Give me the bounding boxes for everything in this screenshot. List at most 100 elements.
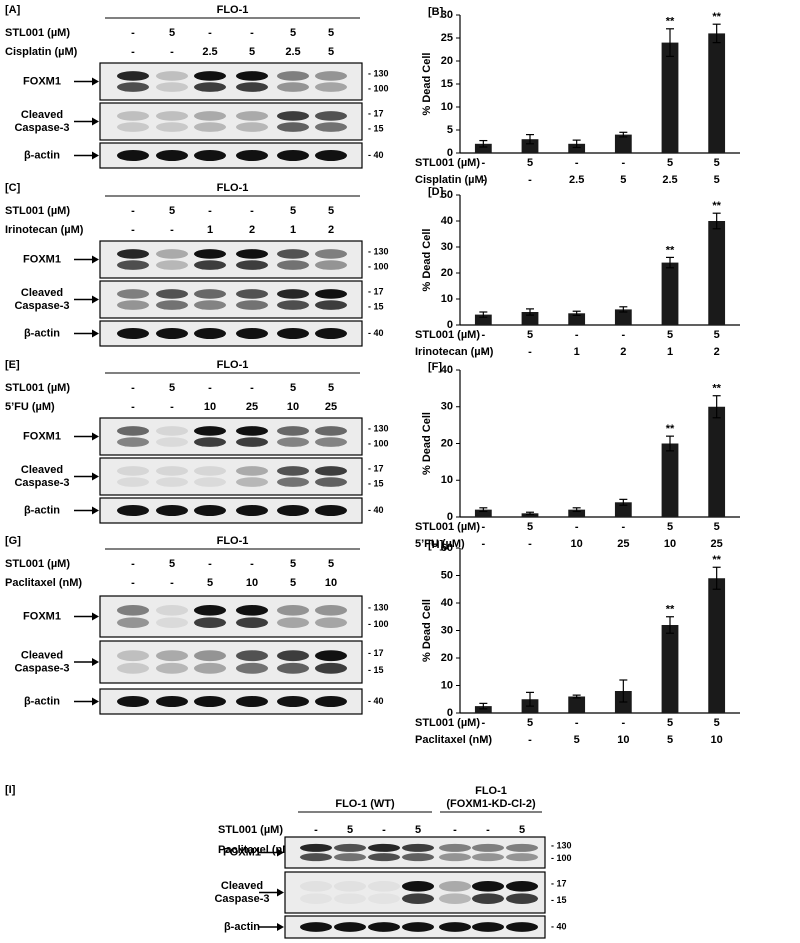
condition-name: Paclitaxel (nM) [415, 734, 492, 746]
blot-band [236, 82, 268, 92]
row-label: Cleaved [21, 109, 63, 121]
row-label: FOXM1 [223, 846, 261, 858]
blot-band [236, 650, 268, 662]
blot-band [194, 426, 226, 436]
condition-value: - [208, 205, 212, 217]
marker-label: - 15 [368, 123, 384, 133]
row-arrowhead [92, 151, 99, 160]
group-title: FLO-1 [217, 182, 249, 194]
bar [614, 502, 632, 517]
marker-label: - 15 [551, 895, 567, 905]
condition-value: 5 [169, 205, 175, 217]
blot-band [334, 922, 366, 932]
blot-band [439, 853, 471, 862]
bar [708, 33, 726, 153]
condition-value: 5 [667, 717, 673, 729]
condition-name: STL001 (µM) [5, 27, 70, 39]
significance-label: ** [712, 11, 721, 23]
row-label: β-actin [24, 504, 60, 516]
blot-band [472, 922, 504, 932]
condition-value: 2.5 [662, 174, 677, 186]
blot-band [506, 893, 538, 904]
condition-value: - [575, 157, 579, 169]
blot-band [156, 662, 188, 674]
y-tick-label: 20 [441, 437, 453, 449]
marker-label: - 130 [368, 603, 389, 613]
condition-value: 5 [290, 382, 296, 394]
blot-band [156, 605, 188, 616]
blot-band [315, 505, 347, 516]
significance-label: ** [712, 383, 721, 395]
group-title: FLO-1 [217, 4, 249, 16]
y-tick-label: 20 [441, 267, 453, 279]
condition-value: 25 [617, 538, 629, 550]
bar [661, 262, 679, 325]
panel-label: [C] [5, 182, 21, 194]
condition-value: - [250, 382, 254, 394]
blot-box [99, 595, 363, 638]
blot-band [194, 249, 226, 259]
marker-label: - 100 [368, 261, 389, 271]
condition-value: - [208, 558, 212, 570]
group-title: FLO-1 (WT) [335, 798, 395, 810]
blot-band [117, 696, 149, 707]
blot-band [117, 505, 149, 516]
condition-value: 5 [169, 558, 175, 570]
blot-band [439, 922, 471, 932]
blot-band [117, 111, 149, 121]
condition-name: STL001 (µM) [415, 717, 480, 729]
bar [708, 221, 726, 325]
blot-band [194, 505, 226, 516]
condition-name: 5’FU (µM) [415, 538, 465, 550]
blot-band [402, 893, 434, 904]
condition-value: 25 [711, 538, 723, 550]
blot-band [236, 150, 268, 161]
blot-band [117, 477, 149, 487]
blot-band [194, 437, 226, 447]
condition-value: 10 [617, 734, 629, 746]
blot-band [194, 696, 226, 707]
condition-value: 10 [246, 577, 258, 589]
bar [474, 706, 492, 713]
bar [474, 143, 492, 153]
condition-value: 2.5 [569, 174, 584, 186]
condition-value: - [621, 717, 625, 729]
condition-name: Cisplatin (µM) [415, 174, 488, 186]
row-label: FOXM1 [23, 75, 61, 87]
condition-value: 1 [574, 346, 580, 358]
bar [521, 139, 539, 153]
blot-band [236, 300, 268, 310]
row-arrowhead [92, 697, 99, 706]
condition-value: 2 [620, 346, 626, 358]
blot-band [315, 260, 347, 270]
condition-name: Paclitaxel (nM) [5, 577, 82, 589]
blot-band [117, 82, 149, 92]
blot-band [300, 843, 332, 852]
condition-name: Cisplatin (µM) [5, 46, 78, 58]
row-arrowhead [92, 432, 99, 441]
condition-value: 10 [664, 538, 676, 550]
blot-band [194, 289, 226, 299]
blot-band [368, 922, 400, 932]
significance-label: ** [666, 423, 675, 435]
blot-band [277, 111, 309, 121]
condition-value: - [481, 538, 485, 550]
row-label: β-actin [24, 149, 60, 161]
blot-band [334, 853, 366, 862]
row-label: Caspase-3 [14, 300, 69, 312]
blot-band [472, 853, 504, 862]
y-axis-label: % Dead Cell [421, 53, 433, 116]
condition-value: 10 [711, 734, 723, 746]
blot-band [194, 300, 226, 310]
blot-band [368, 843, 400, 852]
blot-band [506, 881, 538, 892]
blot-band [236, 111, 268, 121]
condition-value: 5 [574, 734, 580, 746]
condition-name: STL001 (µM) [218, 824, 283, 836]
condition-value: 5 [290, 205, 296, 217]
condition-value: 5 [527, 329, 533, 341]
condition-value: 10 [287, 401, 299, 413]
condition-value: 5 [667, 734, 673, 746]
blot-band [117, 71, 149, 81]
blot-band [117, 426, 149, 436]
